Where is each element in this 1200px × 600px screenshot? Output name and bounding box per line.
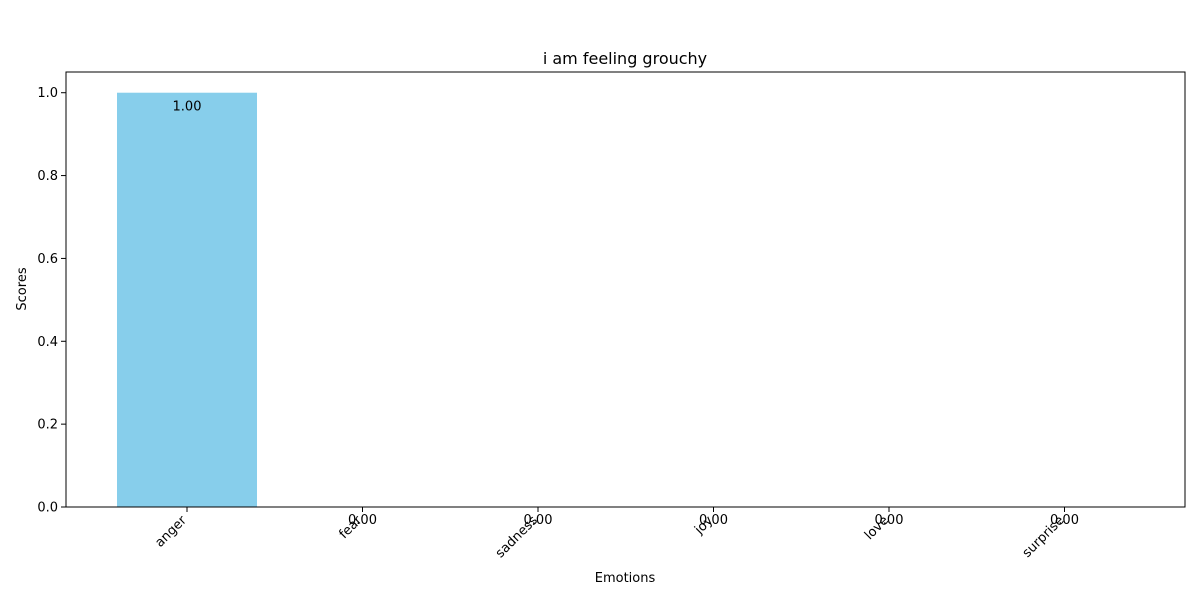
plot-frame bbox=[65, 71, 1186, 508]
y-tick-label: 0.2 bbox=[37, 418, 58, 433]
y-tick-label: 0.8 bbox=[37, 169, 58, 184]
data-label-fear: 0.00 bbox=[348, 513, 377, 528]
data-label-anger: 1.00 bbox=[173, 100, 202, 115]
x-tick-label-anger: anger bbox=[152, 513, 190, 551]
bar-anger bbox=[117, 92, 257, 507]
chart-title: i am feeling grouchy bbox=[543, 49, 707, 68]
y-tick-label: 0.0 bbox=[37, 501, 58, 516]
data-label-love: 0.00 bbox=[875, 513, 904, 528]
data-label-surprise: 0.00 bbox=[1050, 513, 1079, 528]
y-tick-label: 0.4 bbox=[37, 335, 58, 350]
y-tick-label: 1.0 bbox=[37, 86, 58, 101]
data-label-joy: 0.00 bbox=[699, 513, 728, 528]
data-label-sadness: 0.00 bbox=[524, 513, 553, 528]
y-axis-label: Scores bbox=[15, 267, 30, 310]
x-axis-label: Emotions bbox=[595, 571, 656, 586]
y-tick-label: 0.6 bbox=[37, 252, 58, 267]
